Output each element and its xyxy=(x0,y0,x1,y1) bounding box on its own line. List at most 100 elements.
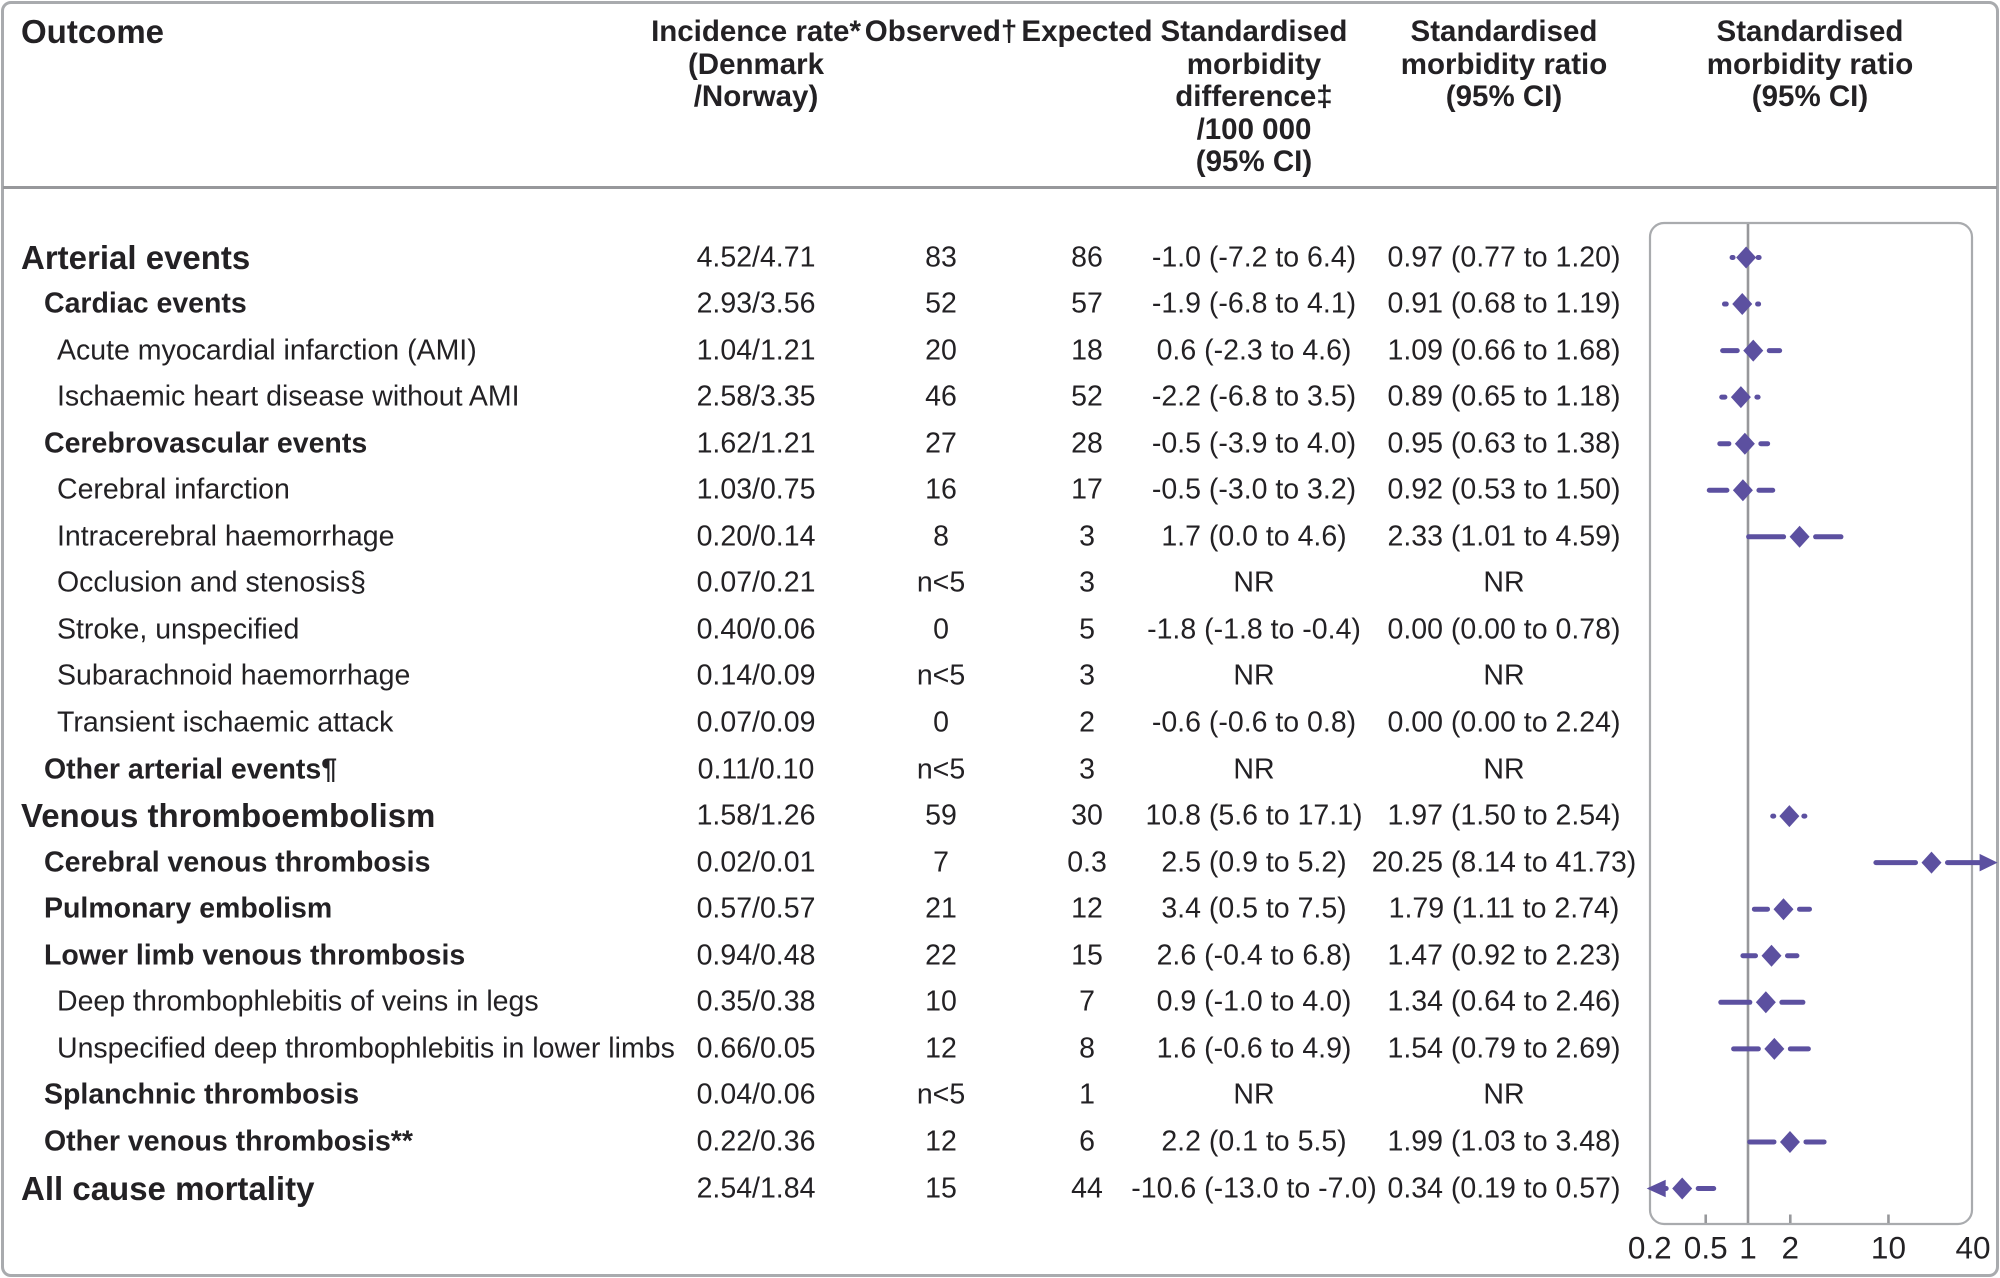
diamond-marker xyxy=(1672,1177,1693,1200)
cell-observed: 16 xyxy=(925,473,957,506)
table-row: Other venous thrombosis** 0.22/0.36 12 6 2.2… xyxy=(0,1118,2000,1165)
cell-incidence-rate: 0.07/0.21 xyxy=(696,566,816,599)
cell-observed: n<5 xyxy=(916,1078,966,1111)
cell-observed: 12 xyxy=(925,1125,957,1158)
outcome-label: All cause mortality xyxy=(21,1169,315,1207)
cell-incidence-rate: 0.22/0.36 xyxy=(696,1125,816,1158)
cell-morbidity-difference: -0.6 (-0.6 to 0.8) xyxy=(1151,706,1357,739)
header-separator xyxy=(3,186,1997,189)
cell-observed: 46 xyxy=(925,380,957,413)
cell-expected: 6 xyxy=(1079,1125,1095,1158)
cell-incidence-rate: 1.03/0.75 xyxy=(696,473,816,506)
outcome-label: Intracerebral haemorrhage xyxy=(57,520,395,553)
clip-arrow-left xyxy=(1646,1179,1666,1198)
outcome-label: Unspecified deep thrombophlebitis in low… xyxy=(57,1032,675,1065)
cell-observed: 7 xyxy=(933,846,949,879)
cell-expected: 30 xyxy=(1071,799,1103,832)
cell-observed: 10 xyxy=(925,985,957,1018)
x-axis-tick-label: 0.2 xyxy=(1627,1229,1672,1266)
cell-expected: 57 xyxy=(1071,287,1103,320)
cell-morbidity-ratio: NR xyxy=(1483,1078,1525,1111)
outcome-label: Lower limb venous thrombosis xyxy=(44,939,466,972)
cell-expected: 52 xyxy=(1071,380,1103,413)
cell-morbidity-difference: -0.5 (-3.0 to 3.2) xyxy=(1151,473,1357,506)
outcome-label: Other venous thrombosis** xyxy=(44,1125,413,1158)
cell-expected: 3 xyxy=(1079,520,1095,553)
table-row: Lower limb venous thrombosis 0.94/0.48 22 1… xyxy=(0,932,2000,979)
cell-morbidity-difference: 0.9 (-1.0 to 4.0) xyxy=(1156,985,1352,1018)
table-row: Intracerebral haemorrhage 0.20/0.14 8 3 1.7 … xyxy=(0,513,2000,560)
diamond-marker xyxy=(1761,944,1782,967)
cell-morbidity-difference: 2.6 (-0.4 to 6.8) xyxy=(1156,939,1352,972)
cell-expected: 2 xyxy=(1079,706,1095,739)
outcome-label: Pulmonary embolism xyxy=(44,892,333,925)
header-line: Standardised xyxy=(1160,15,1348,48)
cell-morbidity-difference: -1.0 (-7.2 to 6.4) xyxy=(1151,241,1357,273)
outcome-label: Stroke, unspecified xyxy=(57,613,300,646)
cell-observed: 59 xyxy=(925,799,957,832)
cell-morbidity-difference: -10.6 (-13.0 to -7.0) xyxy=(1131,1172,1377,1204)
outcome-label: Transient ischaemic attack xyxy=(57,706,394,739)
cell-expected: 1 xyxy=(1079,1078,1095,1111)
cell-morbidity-difference: -2.2 (-6.8 to 3.5) xyxy=(1151,380,1357,413)
table-row: Occlusion and stenosis§ 0.07/0.21 n<5 3 NR NR xyxy=(0,560,2000,607)
cell-morbidity-ratio: 1.09 (0.66 to 1.68) xyxy=(1387,334,1621,367)
cell-morbidity-ratio: NR xyxy=(1483,753,1525,786)
table-row: Subarachnoid haemorrhage 0.14/0.09 n<5 3 NR N… xyxy=(0,653,2000,700)
cell-expected: 44 xyxy=(1071,1172,1103,1204)
column-header-morbidity-difference: Standardised morbidity difference‡/100 000… xyxy=(1160,15,1348,179)
outcome-label: Ischaemic heart disease without AMI xyxy=(57,380,520,413)
outcome-label: Cerebrovascular events xyxy=(44,427,368,460)
cell-incidence-rate: 0.57/0.57 xyxy=(696,892,816,925)
cell-morbidity-ratio: 20.25 (8.14 to 41.73) xyxy=(1371,846,1637,879)
cell-morbidity-difference: -0.5 (-3.9 to 4.0) xyxy=(1151,427,1357,460)
header-line: Standardised xyxy=(1716,15,1904,48)
cell-morbidity-ratio: 0.00 (0.00 to 2.24) xyxy=(1387,706,1621,739)
column-header-incidence-rate: Incidence rate* (Denmark/Norway) xyxy=(651,15,861,114)
table-row: Transient ischaemic attack 0.07/0.09 0 2 -0.… xyxy=(0,700,2000,747)
column-header-observed: Observed† xyxy=(864,15,1018,48)
column-header-morbidity-ratio-plot: Standardised morbidity ratio (95% CI) xyxy=(1707,15,1914,114)
clip-arrow-right xyxy=(1979,853,1998,872)
cell-morbidity-difference: -1.8 (-1.8 to -0.4) xyxy=(1147,613,1361,646)
cell-expected: 28 xyxy=(1071,427,1103,460)
cell-incidence-rate: 0.94/0.48 xyxy=(696,939,816,972)
column-header-expected: Expected xyxy=(1021,15,1153,48)
cell-incidence-rate: 2.93/3.56 xyxy=(696,287,816,320)
header-line: morbidity ratio xyxy=(1400,47,1608,81)
table-row: All cause mortality 2.54/1.84 15 44 -10.6 (-… xyxy=(0,1165,2000,1212)
cell-morbidity-ratio: 0.97 (0.77 to 1.20) xyxy=(1387,241,1621,273)
cell-incidence-rate: 0.66/0.05 xyxy=(696,1032,816,1065)
diamond-marker xyxy=(1732,479,1753,502)
cell-morbidity-ratio: NR xyxy=(1483,659,1525,692)
outcome-label: Cerebral venous thrombosis xyxy=(44,846,431,879)
table-row: Cerebral venous thrombosis 0.02/0.01 7 0.3 2… xyxy=(0,839,2000,886)
cell-morbidity-ratio: 2.33 (1.01 to 4.59) xyxy=(1387,520,1621,553)
cell-morbidity-difference: 0.6 (-2.3 to 4.6) xyxy=(1156,334,1352,367)
cell-incidence-rate: 0.14/0.09 xyxy=(696,659,816,692)
header-line: /Norway) xyxy=(693,80,819,113)
cell-morbidity-ratio: NR xyxy=(1483,566,1525,599)
cell-observed: 12 xyxy=(925,1032,957,1065)
cell-morbidity-ratio: 1.34 (0.64 to 2.46) xyxy=(1387,985,1621,1018)
table-row: Cerebrovascular events 1.62/1.21 27 28 -0.5 … xyxy=(0,420,2000,467)
cell-observed: n<5 xyxy=(916,659,966,692)
cell-incidence-rate: 0.04/0.06 xyxy=(696,1078,816,1111)
cell-morbidity-ratio: 0.95 (0.63 to 1.38) xyxy=(1387,427,1621,460)
cell-expected: 7 xyxy=(1079,985,1095,1018)
cell-observed: 0 xyxy=(933,706,949,739)
column-header-outcome: Outcome xyxy=(21,13,165,50)
cell-morbidity-difference: NR xyxy=(1233,1078,1275,1111)
outcome-label: Occlusion and stenosis§ xyxy=(57,566,366,599)
cell-expected: 18 xyxy=(1071,334,1103,367)
cell-morbidity-difference: NR xyxy=(1233,566,1275,599)
cell-incidence-rate: 2.58/3.35 xyxy=(696,380,816,413)
table-row: Pulmonary embolism 0.57/0.57 21 12 3.4 (0.5 … xyxy=(0,886,2000,933)
header-line: (95% CI) xyxy=(1445,80,1563,113)
cell-morbidity-difference: NR xyxy=(1233,753,1275,786)
cell-morbidity-ratio: 0.92 (0.53 to 1.50) xyxy=(1387,473,1621,506)
outcome-label: Cerebral infarction xyxy=(57,473,290,506)
cell-morbidity-ratio: 0.91 (0.68 to 1.19) xyxy=(1387,287,1621,320)
